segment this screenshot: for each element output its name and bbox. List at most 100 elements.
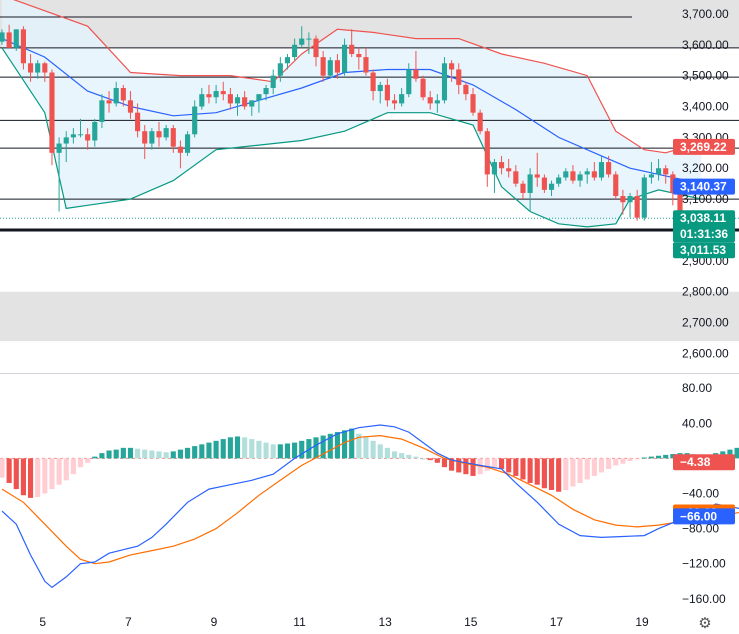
macd-histogram-bar[interactable] xyxy=(513,458,519,476)
candle[interactable] xyxy=(163,128,169,138)
macd-histogram-bar[interactable] xyxy=(163,452,169,459)
candle[interactable] xyxy=(27,63,34,73)
candle[interactable] xyxy=(256,94,262,101)
candle[interactable] xyxy=(313,38,319,58)
candle[interactable] xyxy=(334,60,340,73)
macd-histogram-bar[interactable] xyxy=(456,458,462,473)
macd-histogram-bar[interactable] xyxy=(49,458,55,490)
macd-histogram-bar[interactable] xyxy=(670,454,676,459)
macd-histogram-bar[interactable] xyxy=(320,435,326,459)
candle[interactable] xyxy=(6,32,12,48)
macd-histogram-bar[interactable] xyxy=(656,455,662,459)
candle[interactable] xyxy=(327,60,333,76)
macd-histogram-bar[interactable] xyxy=(627,458,633,462)
macd-histogram-bar[interactable] xyxy=(6,458,12,483)
macd-histogram-bar[interactable] xyxy=(184,447,191,459)
macd-histogram-bar[interactable] xyxy=(206,442,212,459)
macd-histogram-bar[interactable] xyxy=(92,456,98,459)
candle[interactable] xyxy=(0,32,5,42)
macd-histogram-bar[interactable] xyxy=(563,458,569,490)
macd-histogram-bar[interactable] xyxy=(42,458,48,494)
candle[interactable] xyxy=(534,174,540,178)
candle[interactable] xyxy=(149,131,155,144)
macd-histogram-bar[interactable] xyxy=(399,453,405,459)
macd-histogram-bar[interactable] xyxy=(192,446,198,459)
candle[interactable] xyxy=(591,171,597,178)
candle[interactable] xyxy=(656,168,662,175)
macd-histogram-bar[interactable] xyxy=(256,440,262,459)
candle[interactable] xyxy=(384,84,390,101)
candle[interactable] xyxy=(113,87,119,104)
candle[interactable] xyxy=(199,94,205,107)
candle[interactable] xyxy=(427,97,433,104)
macd-histogram-bar[interactable] xyxy=(327,433,333,459)
macd-histogram-bar[interactable] xyxy=(349,428,355,459)
macd-histogram-bar[interactable] xyxy=(284,443,291,459)
candle[interactable] xyxy=(613,174,619,197)
macd-histogram-bar[interactable] xyxy=(598,458,605,473)
macd-histogram-bar[interactable] xyxy=(135,448,141,459)
macd-histogram-bar[interactable] xyxy=(199,444,205,459)
candle[interactable] xyxy=(135,112,141,132)
candle[interactable] xyxy=(263,87,269,95)
candle[interactable] xyxy=(463,84,469,95)
macd-histogram-bar[interactable] xyxy=(99,453,105,459)
candle[interactable] xyxy=(92,121,98,141)
macd-histogram-bar[interactable] xyxy=(441,458,448,468)
macd-histogram-bar[interactable] xyxy=(0,458,5,478)
candle[interactable] xyxy=(477,112,483,132)
candle[interactable] xyxy=(627,196,633,203)
macd-histogram-bar[interactable] xyxy=(63,458,69,481)
candle[interactable] xyxy=(641,177,647,218)
candle[interactable] xyxy=(242,97,248,107)
macd-histogram-bar[interactable] xyxy=(534,458,540,485)
gear-icon[interactable]: ⚙ xyxy=(698,614,712,632)
macd-histogram-bar[interactable] xyxy=(270,444,276,459)
candle[interactable] xyxy=(56,143,62,153)
candle[interactable] xyxy=(306,38,312,40)
macd-histogram-bar[interactable] xyxy=(20,458,26,496)
candle[interactable] xyxy=(49,72,55,153)
candle[interactable] xyxy=(284,57,291,64)
candle[interactable] xyxy=(406,69,412,95)
macd-histogram-bar[interactable] xyxy=(120,447,126,459)
price-panel[interactable]: 2,600.002,700.002,800.002,900.003,000.00… xyxy=(0,0,739,374)
candle[interactable] xyxy=(184,134,191,153)
candle[interactable] xyxy=(292,44,298,58)
candle[interactable] xyxy=(356,54,362,58)
candle[interactable] xyxy=(341,44,348,73)
candle[interactable] xyxy=(35,63,41,73)
macd-histogram-bar[interactable] xyxy=(156,451,162,459)
candle[interactable] xyxy=(120,87,126,101)
macd-histogram-bar[interactable] xyxy=(213,440,219,459)
candle[interactable] xyxy=(192,106,198,135)
macd-histogram-bar[interactable] xyxy=(177,449,183,459)
macd-histogram-bar[interactable] xyxy=(484,458,490,471)
macd-histogram-bar[interactable] xyxy=(413,456,419,459)
candle[interactable] xyxy=(620,196,626,203)
candle[interactable] xyxy=(663,168,669,175)
candle[interactable] xyxy=(399,94,405,104)
candle[interactable] xyxy=(142,131,148,144)
candle[interactable] xyxy=(484,131,490,175)
candle[interactable] xyxy=(249,100,255,107)
candle[interactable] xyxy=(77,134,84,136)
macd-histogram-bar[interactable] xyxy=(634,458,640,460)
candle[interactable] xyxy=(606,162,612,175)
macd-histogram-bar[interactable] xyxy=(234,436,241,459)
macd-histogram-bar[interactable] xyxy=(734,447,739,459)
candle[interactable] xyxy=(277,63,283,76)
macd-histogram-bar[interactable] xyxy=(506,458,512,473)
macd-histogram-bar[interactable] xyxy=(498,458,505,469)
candle[interactable] xyxy=(491,162,497,175)
macd-histogram-bar[interactable] xyxy=(470,458,476,476)
macd-histogram-bar[interactable] xyxy=(13,458,19,490)
macd-histogram-bar[interactable] xyxy=(227,437,233,459)
macd-histogram-bar[interactable] xyxy=(520,458,526,480)
candle[interactable] xyxy=(498,162,505,169)
macd-histogram-bar[interactable] xyxy=(313,437,319,459)
candle[interactable] xyxy=(413,69,419,79)
macd-histogram-bar[interactable] xyxy=(142,449,148,459)
macd-histogram-bar[interactable] xyxy=(292,442,298,459)
candle[interactable] xyxy=(527,174,533,193)
